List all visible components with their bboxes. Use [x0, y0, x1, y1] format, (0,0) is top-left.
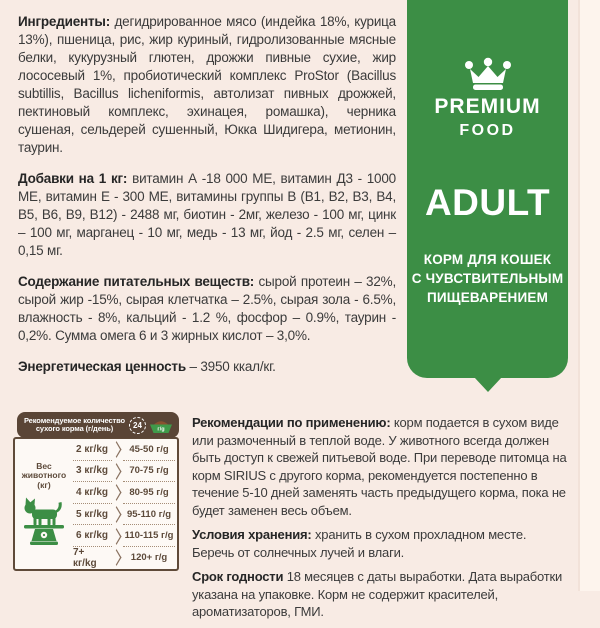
ingredients-label: Ингредиенты:: [18, 14, 111, 29]
feeding-table-header: Рекомендуемое количество сухого корма (г…: [17, 412, 179, 438]
amount-value: 95-110 г/g: [123, 504, 175, 526]
nutrition-paragraph: Содержание питательных веществ: сырой пр…: [18, 273, 396, 345]
weight-header-cell: Вес животного (кг): [15, 439, 73, 569]
package-edge: [578, 0, 600, 591]
feeding-table-row: 3 кг/kg 70-75 г/g: [73, 461, 175, 483]
amount-value: 120+ г/g: [130, 552, 168, 564]
chevron-right-icon: [111, 504, 123, 526]
subtitle-line2: С ЧУВСТВИТЕЛЬНЫМ: [411, 271, 564, 286]
weight-value: 3 кг/kg: [73, 461, 112, 483]
crown-icon: [464, 57, 511, 90]
subtitle-line1: КОРМ ДЛЯ КОШЕК: [423, 252, 552, 267]
feeding-table-row: 6 кг/kg 110-115 г/g: [73, 525, 175, 547]
weight-header-line2: животного: [21, 470, 67, 481]
feeding-table: Вес животного (кг): [13, 437, 179, 571]
bowl-label: г/g: [157, 426, 164, 432]
feeding-table-title-line2: сухого корма (г/день): [35, 424, 114, 433]
shelf-life-paragraph: Срок годности 18 месяцев с даты выработк…: [192, 568, 580, 621]
feeding-table-title: Рекомендуемое количество сухого корма (г…: [22, 415, 127, 434]
storage-text-line2: Беречь от солнечных лучей и влаги.: [192, 544, 405, 560]
amount-value: 70-75 г/g: [123, 461, 175, 483]
weight-value: 2 кг/kg: [73, 439, 112, 461]
feeding-table-row: 7+ кг/kg 120+ г/g: [73, 547, 175, 569]
recommendations-text: корм подается в сухом виде или размоченн…: [192, 415, 567, 518]
amount-value: 80-95 г/g: [123, 482, 175, 504]
weight-value: 5 кг/kg: [73, 504, 112, 526]
recommendations-paragraph: Рекомендации по применению: корм подаетс…: [192, 414, 580, 519]
additives-text: витамин А -18 000 МЕ, витамин Д3 - 1000 …: [18, 171, 396, 258]
weight-header-line1: Вес: [36, 460, 52, 471]
weight-header-label: Вес животного (кг): [21, 460, 67, 491]
weight-value: 4 кг/kg: [73, 482, 112, 504]
energy-label: Энергетическая ценность: [18, 359, 186, 374]
storage-text-line1: хранить в сухом прохладном месте.: [314, 527, 527, 542]
nutrition-label: Содержание питательных веществ:: [18, 274, 255, 289]
storage-label: Условия хранения:: [192, 527, 312, 542]
ingredients-text: дегидрированное мясо (индейка 18%, куриц…: [18, 14, 396, 155]
usage-column: Рекомендации по применению: корм подаетс…: [192, 414, 580, 628]
chevron-right-icon: [111, 439, 123, 461]
amount-value: 110-115 г/g: [123, 525, 175, 547]
amount-value: 45-50 г/g: [123, 439, 175, 461]
recommendations-label: Рекомендации по применению:: [192, 415, 391, 430]
energy-text: – 3950 ккал/кг.: [189, 359, 276, 374]
brand-panel: PREMIUM FOOD ADULT КОРМ ДЛЯ КОШЕК С ЧУВС…: [407, 0, 568, 392]
subtitle-line3: ПИЩЕВАРЕНИЕМ: [426, 290, 549, 305]
brand-name-line1: PREMIUM: [434, 95, 541, 118]
feeding-table-row: 2 кг/kg 45-50 г/g: [73, 439, 175, 461]
weight-value: 6 кг/kg: [73, 525, 112, 547]
additives-paragraph: Добавки на 1 кг: витамин А -18 000 МЕ, в…: [18, 170, 396, 260]
cat-on-scale-icon: [24, 497, 64, 546]
feeding-rows: 2 кг/kg 45-50 г/g 3 кг/kg 70-75 г/g 4 кг…: [73, 439, 177, 569]
composition-column: Ингредиенты: дегидрированное мясо (индей…: [18, 13, 396, 389]
storage-paragraph: Условия хранения: хранить в сухом прохла…: [192, 526, 580, 561]
brand-name-line2: FOOD: [459, 122, 516, 139]
shelf-life-label: Срок годности: [192, 569, 284, 584]
energy-paragraph: Энергетическая ценность – 3950 ккал/кг.: [18, 358, 396, 376]
chevron-right-icon: [111, 525, 123, 547]
nutrition-text: сырой протеин – 32%, сырой жир -15%, сыр…: [18, 274, 396, 343]
chevron-right-icon: [111, 547, 123, 569]
hours-badge: 24: [129, 416, 146, 434]
age-title: ADULT: [424, 182, 551, 223]
panel-tail: [473, 377, 502, 392]
food-bowl-icon: г/g: [148, 417, 174, 434]
ingredients-paragraph: Ингредиенты: дегидрированное мясо (индей…: [18, 13, 396, 157]
product-subtitle: КОРМ ДЛЯ КОШЕК С ЧУВСТВИТЕЛЬНЫМ ПИЩЕВАРЕ…: [407, 250, 568, 307]
additives-label: Добавки на 1 кг:: [18, 171, 128, 186]
chevron-right-icon: [111, 461, 123, 483]
weight-value: 7+ кг/kg: [73, 546, 97, 569]
feeding-table-row: 4 кг/kg 80-95 г/g: [73, 482, 175, 504]
feeding-table-row: 5 кг/kg 95-110 г/g: [73, 504, 175, 526]
feeding-table-title-line1: Рекомендуемое количество: [23, 415, 126, 425]
chevron-right-icon: [111, 482, 123, 504]
weight-header-line3: (кг): [37, 479, 51, 490]
